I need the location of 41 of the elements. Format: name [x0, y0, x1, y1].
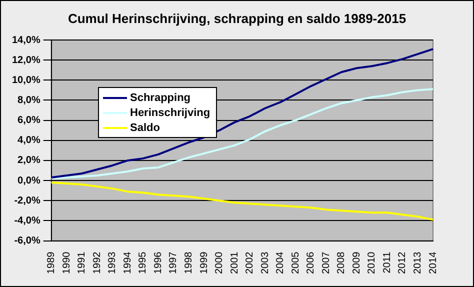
x-tick-label: 2001 [229, 251, 240, 274]
y-tick-label: 8,0% [18, 94, 40, 106]
y-tick-label: 14,0% [12, 34, 40, 46]
x-tick-label: 1993 [107, 251, 118, 274]
legend-label: Saldo [129, 120, 161, 135]
x-tick-label: 2003 [260, 251, 271, 274]
x-tick-label: 2013 [412, 251, 424, 274]
y-tick-label: -4,0% [14, 215, 40, 226]
x-tick-label: 2007 [320, 251, 332, 274]
x-tick-label: 2000 [214, 251, 226, 274]
x-tick-label: 1992 [92, 251, 103, 274]
legend-label: Schrapping [129, 90, 192, 105]
y-tick-label: -6,0% [14, 236, 40, 247]
x-tick-label: 2010 [366, 251, 378, 274]
legend-label: Herinschrijving [129, 106, 210, 120]
chart-title: Cumul Herinschrijving, schrapping en saldo 1989-2015 [66, 11, 408, 26]
x-tick-label: 2009 [351, 251, 362, 274]
x-tick-label: 1999 [198, 251, 210, 274]
x-tick-label: 2008 [336, 251, 348, 274]
y-tick-label: -2,0% [14, 195, 40, 206]
x-tick-label: 1994 [122, 251, 134, 274]
x-tick-label: 1997 [168, 251, 180, 274]
x-tick-label: 1990 [61, 251, 72, 274]
x-tick-label: 2006 [306, 251, 317, 274]
y-tick-label: 6,0% [18, 115, 40, 126]
y-tick-label: 4,0% [18, 135, 40, 146]
x-tick-label: 2002 [244, 251, 256, 274]
x-tick-label: 2011 [382, 251, 393, 274]
y-tick-label: 10,0% [12, 74, 40, 86]
y-tick-label: 12,0% [12, 54, 40, 66]
y-tick-label: 2,0% [18, 155, 40, 166]
x-tick-label: 1991 [76, 251, 88, 274]
x-tick-label: 1998 [183, 251, 194, 274]
y-tick-label: 0,0% [18, 175, 40, 186]
x-tick-label: 2012 [397, 251, 408, 274]
x-tick-label: 1989 [46, 251, 58, 274]
x-tick-label: 2005 [290, 251, 302, 274]
x-tick-label: 1995 [138, 251, 149, 274]
x-tick-label: 2014 [428, 251, 439, 274]
x-tick-label: 1996 [152, 251, 164, 274]
x-tick-label: 2004 [275, 251, 286, 274]
